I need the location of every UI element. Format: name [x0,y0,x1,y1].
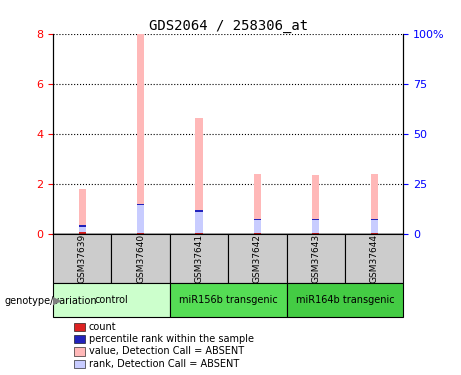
Bar [53,234,112,283]
Text: GSM37644: GSM37644 [370,234,378,283]
Text: GSM37643: GSM37643 [311,234,320,284]
Bar [371,233,378,234]
Bar [228,234,287,283]
Bar [79,232,86,234]
Text: ▶: ▶ [53,296,61,306]
Text: GSM37640: GSM37640 [136,234,145,284]
Bar [312,219,319,220]
Bar [53,283,170,317]
Text: value, Detection Call = ABSENT: value, Detection Call = ABSENT [89,346,244,356]
Bar [345,234,403,283]
Bar [170,283,287,317]
Text: count: count [89,322,117,332]
Bar [371,219,378,220]
Bar [287,234,345,283]
Bar [312,219,319,234]
Text: GSM37641: GSM37641 [195,234,203,284]
Title: GDS2064 / 258306_at: GDS2064 / 258306_at [148,19,308,33]
Text: rank, Detection Call = ABSENT: rank, Detection Call = ABSENT [89,359,239,369]
Text: percentile rank within the sample: percentile rank within the sample [89,334,254,344]
Text: genotype/variation: genotype/variation [5,296,97,306]
Bar [137,204,144,234]
Bar [195,118,202,234]
Text: control: control [95,295,128,305]
Bar [195,210,202,234]
Bar [137,204,144,205]
Bar [312,233,319,234]
Bar [287,283,403,317]
Text: GSM37642: GSM37642 [253,234,262,283]
Text: GSM37639: GSM37639 [78,234,87,284]
Text: miR164b transgenic: miR164b transgenic [296,295,394,305]
Bar [112,234,170,283]
Bar [79,226,86,234]
Bar [254,233,261,234]
Bar [79,225,86,226]
Bar [79,189,86,234]
Bar [254,219,261,234]
Bar [195,210,202,212]
Bar [371,219,378,234]
Bar [254,174,261,234]
Bar [312,176,319,234]
Bar [371,174,378,234]
Bar [137,233,144,234]
Bar [137,34,144,234]
Bar [254,219,261,220]
Bar [195,233,202,234]
Bar [170,234,228,283]
Text: miR156b transgenic: miR156b transgenic [179,295,278,305]
